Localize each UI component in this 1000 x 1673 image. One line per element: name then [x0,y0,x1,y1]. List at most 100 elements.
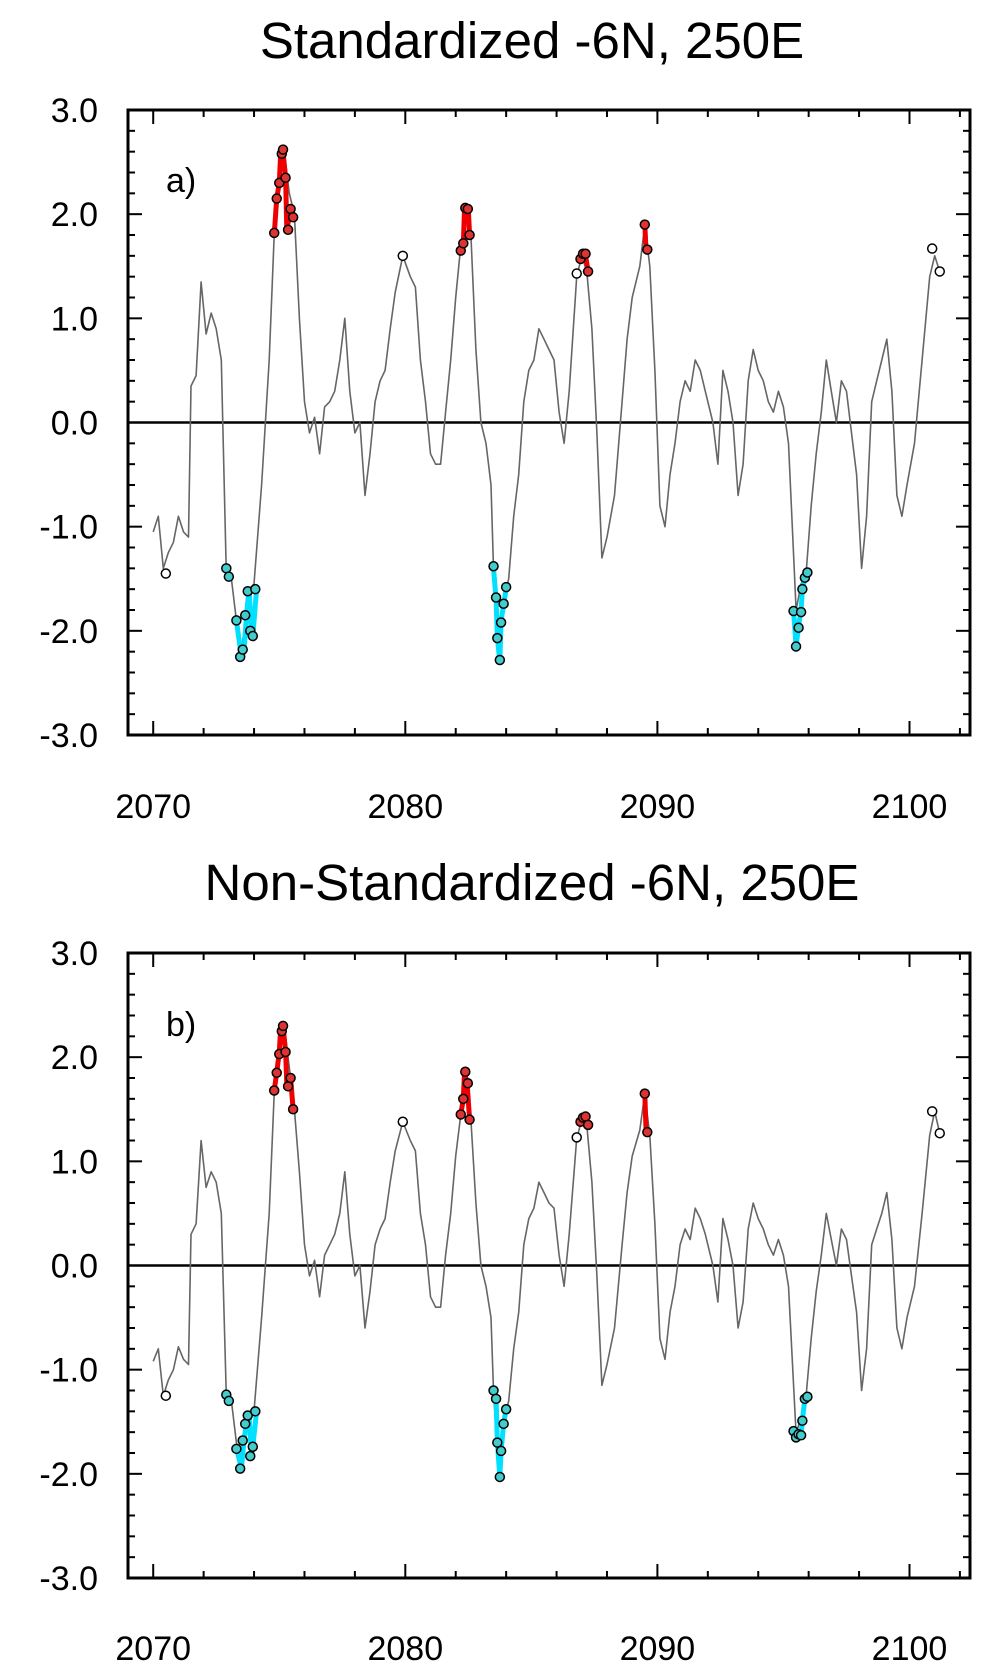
panel-a-ytick-label: 2.0 [51,196,98,234]
panel-b-event-marker [280,1046,291,1058]
panel-b-plot-frame [126,951,972,1580]
panel-a-event-marker [488,561,499,572]
panel-a-event-marker [271,193,282,204]
panel-a-xtick-label: 2100 [872,788,948,826]
panel-b-event-marker [498,1418,509,1430]
panel-b-event-marker [458,1093,469,1105]
panel-a-event-marker [797,583,808,595]
panel-a-event-marker [231,615,242,626]
panel-b-event-marker [237,1435,248,1446]
panel-a-ytick-label: -2.0 [39,613,98,651]
panel-a-event-marker [582,266,594,277]
panel-a-event-marker [490,592,502,603]
panel-a-event-marker [795,606,807,618]
panel-b-event-marker [397,1116,409,1127]
panel-b-event-marker [492,1437,503,1448]
panel-b-event-marker [223,1395,235,1407]
panel-a-ytick-label: -1.0 [39,509,98,547]
panel-a-event-marker [237,644,248,655]
panel-a-event-marker [934,266,945,277]
panel-b-ytick-label: 2.0 [51,1039,98,1077]
panel-a-ytick-label: 0.0 [51,405,98,443]
panel-b: Non-Standardized -6N, 250E b) -3.0 -2.0 -1… [39,854,972,1668]
panel-a-event-marker [500,581,512,593]
panel-a-event-marker [802,567,813,578]
panel-a-xtick-label: 2090 [620,788,696,826]
panel-b-event-marker [271,1067,282,1079]
panel-b-event-marker [802,1391,813,1402]
panel-b-event-marker [464,1114,475,1125]
panel-b-event-marker [795,1430,807,1441]
panel-b-ytick-label: -2.0 [39,1456,98,1494]
panel-a-series-line [152,150,941,663]
panel-b-ytick-label: -3.0 [39,1560,98,1598]
panel-b-xtick-label: 2100 [872,1630,948,1668]
panel-b-event-marker [582,1119,594,1131]
panel-a-event-marker [926,243,938,254]
panel-a-event-marker [277,144,289,155]
panel-a-title: Standardized -6N, 250E [260,12,804,69]
panel-b-event-marker [500,1404,512,1415]
panel-b-event-marker [245,1450,256,1462]
panel-a: Standardized -6N, 250E a) -3.0 -2.0 -1.0 0.… [39,12,972,826]
panel-a-plot-frame [126,108,972,737]
panel-b-event-marker [639,1088,651,1099]
panel-b-event-marker [494,1471,506,1483]
panel-b-event-marker [797,1415,808,1426]
panel-a-xtick-label: 2070 [115,788,191,826]
panel-b-event-marker [926,1106,938,1117]
panel-b-event-marker [247,1441,259,1452]
panel-a-event-marker [580,248,591,259]
panel-b-event-marker [160,1390,172,1401]
panel-a-event-marker [642,244,653,255]
panel-b-event-marker [495,1445,507,1457]
panel-a-event-marker [160,568,172,579]
panel-b-event-marker [231,1443,242,1455]
panel-a-ytick-label: -3.0 [39,717,98,755]
panel-b-event-marker [460,1066,471,1077]
panel-a-event-marker [793,622,804,633]
panel-a-event-marker [492,632,503,644]
panel-a-event-marker [494,654,506,666]
panel-b-xtick-label: 2070 [115,1630,191,1668]
panel-a-event-marker [790,641,802,652]
panel-a-event-marker [464,229,475,241]
panel-b-event-marker [455,1109,467,1120]
panel-b-event-marker [277,1020,289,1032]
panel-a-event-marker [268,227,280,239]
panel-a-xtick-label: 2080 [367,788,443,826]
panel-a-ytick-label: 1.0 [51,300,98,338]
panel-b-title: Non-Standardized -6N, 250E [205,854,860,911]
panel-a-event-marker [282,224,294,236]
panel-b-event-marker [268,1085,280,1096]
panel-a-event-marker [495,617,507,628]
panel-b-event-marker [285,1072,296,1084]
panel-a-event-marker [223,571,235,582]
panel-b-event-marker [287,1104,299,1115]
panel-b-ytick-label: 1.0 [51,1143,98,1181]
panel-a-label: a) [166,162,196,200]
panel-a-event-marker [287,212,299,223]
panel-b-xtick-label: 2080 [367,1630,443,1668]
panel-b-ytick-label: 0.0 [51,1248,98,1286]
panel-a-event-marker [280,172,291,183]
panel-b-event-marker [642,1126,653,1138]
panel-b-event-marker [490,1393,502,1405]
panel-a-event-marker [571,268,582,279]
panel-b-xtick-label: 2090 [620,1630,696,1668]
panel-a-event-marker [498,598,509,609]
panel-b-ytick-label: -1.0 [39,1352,98,1390]
panel-a-event-marker [462,203,474,215]
panel-b-event-marker [571,1132,582,1143]
panel-b-event-marker [462,1077,474,1089]
panel-a-event-marker [247,630,259,642]
panel-a-event-marker [250,583,261,595]
panel-b-ytick-label: 3.0 [51,935,98,973]
panel-a-event-marker [239,609,251,621]
panel-b-label: b) [166,1006,196,1044]
panel-b-event-marker [234,1463,246,1474]
panel-b-positive-event-segment [642,1091,649,1135]
panel-b-event-marker [934,1127,945,1139]
panel-a-event-marker [458,238,469,249]
